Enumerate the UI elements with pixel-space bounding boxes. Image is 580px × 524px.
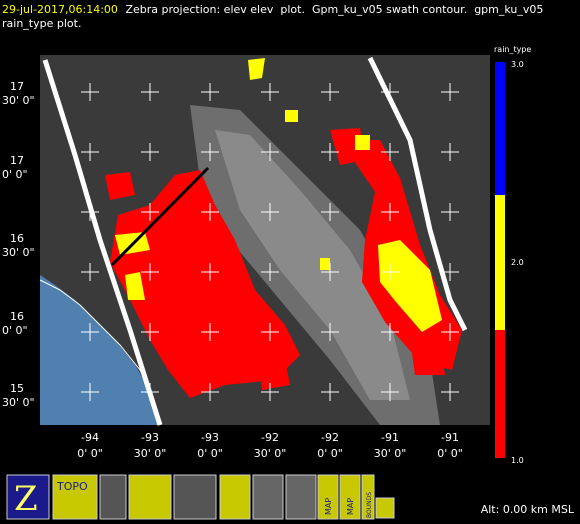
lon-label: 30' 0": [134, 447, 167, 460]
lat-label: 0' 0": [2, 324, 28, 337]
zebra-logo: Z: [14, 479, 38, 519]
lat-label: 17: [10, 80, 24, 93]
csf-gpm-button[interactable]: [219, 474, 251, 520]
bounds-button[interactable]: [361, 474, 375, 520]
lat-label: 0' 0": [2, 168, 28, 181]
lon-label: 0' 0": [437, 447, 463, 460]
cross-section-line: [110, 166, 210, 267]
lon-label: -92: [321, 431, 339, 444]
lat-label: 17: [10, 154, 24, 167]
lat-label: 30' 0": [2, 246, 35, 259]
altitude-status: Alt: 0.00 km MSL: [481, 503, 575, 516]
lon-label: -94: [81, 431, 99, 444]
rain-stratiform: [410, 340, 445, 375]
map-label: MAP: [346, 498, 355, 515]
lon-label: 30' 0": [374, 447, 407, 460]
map-button[interactable]: [339, 474, 361, 520]
lat-label: 30' 0": [2, 396, 35, 409]
grid-crosses: [81, 83, 459, 401]
lon-label: -92: [261, 431, 279, 444]
colorbar-segment: [495, 62, 505, 195]
timestamp: 29-jul-2017,06:14:00: [2, 3, 118, 16]
map: [39, 55, 490, 426]
lon-label: 0' 0": [317, 447, 343, 460]
lat-label: 15: [10, 382, 24, 395]
rain-stratiform: [110, 170, 300, 398]
terrain: [215, 130, 410, 400]
swath-edge: [367, 56, 468, 332]
lat-label: 16: [10, 232, 24, 245]
rain-stratiform: [105, 172, 135, 200]
rain-convective: [378, 240, 442, 332]
colorbar-segment: [495, 330, 505, 458]
ocean: [40, 275, 160, 425]
swath-edge: [42, 59, 163, 426]
toolbar: Z TOPO MAP MAP BOUNDS: [6, 474, 395, 520]
lon-label: 30' 0": [254, 447, 287, 460]
gpm-ku-button[interactable]: [128, 474, 172, 520]
lon-label: 0' 0": [197, 447, 223, 460]
colorbar-label: 1.0: [511, 456, 524, 465]
lon-label: 0' 0": [77, 447, 103, 460]
rain-convective: [285, 110, 298, 122]
colorbar-label: 2.0: [511, 258, 524, 267]
colorbar-segment: [495, 195, 505, 330]
lat-label: 16: [10, 310, 24, 323]
map-button[interactable]: [317, 474, 339, 520]
csf-gpm-button[interactable]: [285, 474, 317, 520]
rain-convective: [248, 58, 265, 80]
map-label: MAP: [324, 498, 333, 515]
bounds-label: BOUNDS: [366, 492, 373, 518]
rain-convective: [355, 135, 370, 150]
lon-label: -93: [141, 431, 159, 444]
colorbar-label: 3.0: [511, 60, 524, 69]
lon-label: -93: [201, 431, 219, 444]
topo-label: TOPO: [56, 480, 88, 493]
rain-convective: [320, 258, 330, 270]
lat-label: 30' 0": [2, 94, 35, 107]
colorbar-title: rain_type: [494, 45, 531, 54]
ir-button[interactable]: [99, 474, 127, 520]
lon-label: -91: [381, 431, 399, 444]
colorbar: rain_type 3.0 2.0 1.0: [494, 45, 531, 465]
topo-button[interactable]: [52, 474, 98, 520]
rain-stratiform: [260, 360, 290, 390]
csf-gpm-button[interactable]: [252, 474, 284, 520]
description: Zebra projection: elev elev plot. Gpm_ku…: [122, 3, 543, 16]
description: rain_type plot.: [2, 17, 81, 30]
rain-convective: [125, 272, 145, 300]
zebra-button[interactable]: [6, 474, 50, 520]
lon-label: -91: [441, 431, 459, 444]
gpm-button[interactable]: [173, 474, 217, 520]
grid-button[interactable]: [375, 497, 395, 519]
